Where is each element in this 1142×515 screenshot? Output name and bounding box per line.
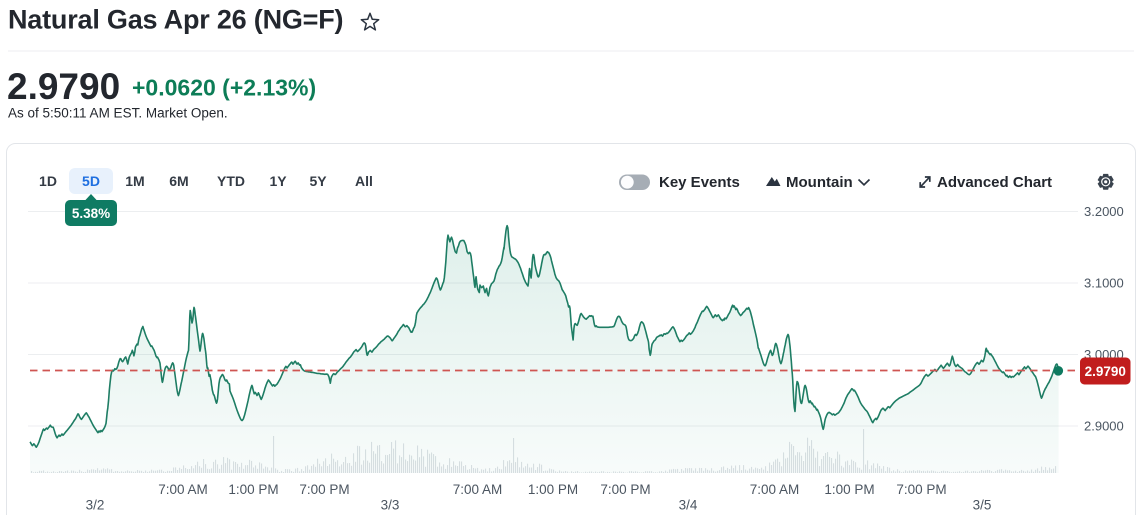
svg-text:As of 5:50:11 AM EST. Market O: As of 5:50:11 AM EST. Market Open. xyxy=(8,106,228,121)
svg-text:7:00 PM: 7:00 PM xyxy=(600,482,650,497)
svg-text:3.1000: 3.1000 xyxy=(1084,276,1124,291)
svg-text:7:00 PM: 7:00 PM xyxy=(299,482,349,497)
svg-text:All: All xyxy=(355,173,373,189)
svg-text:6M: 6M xyxy=(169,173,188,189)
svg-text:Key Events: Key Events xyxy=(659,174,740,191)
svg-text:1:00 PM: 1:00 PM xyxy=(528,482,578,497)
svg-text:YTD: YTD xyxy=(217,173,245,189)
svg-text:1D: 1D xyxy=(39,173,57,189)
svg-text:5Y: 5Y xyxy=(309,173,327,189)
svg-text:7:00 PM: 7:00 PM xyxy=(896,482,946,497)
svg-text:3/3: 3/3 xyxy=(381,498,400,513)
svg-text:2.9790: 2.9790 xyxy=(7,66,120,107)
svg-text:2.9790: 2.9790 xyxy=(1085,364,1126,379)
svg-text:5.38%: 5.38% xyxy=(72,206,110,221)
svg-text:Mountain: Mountain xyxy=(786,174,853,191)
svg-text:1Y: 1Y xyxy=(269,173,287,189)
svg-text:3.2000: 3.2000 xyxy=(1084,204,1124,219)
svg-text:3/4: 3/4 xyxy=(679,498,698,513)
svg-text:1:00 PM: 1:00 PM xyxy=(824,482,874,497)
svg-text:1:00 PM: 1:00 PM xyxy=(228,482,278,497)
svg-text:5D: 5D xyxy=(82,173,100,189)
svg-text:7:00 AM: 7:00 AM xyxy=(158,482,208,497)
svg-text:2.9000: 2.9000 xyxy=(1084,419,1124,434)
svg-text:Advanced Chart: Advanced Chart xyxy=(937,174,1052,191)
svg-text:1M: 1M xyxy=(125,173,144,189)
svg-text:3/5: 3/5 xyxy=(973,498,992,513)
svg-text:+0.0620 (+2.13%): +0.0620 (+2.13%) xyxy=(132,75,316,101)
svg-text:3/2: 3/2 xyxy=(86,498,105,513)
svg-text:7:00 AM: 7:00 AM xyxy=(750,482,800,497)
svg-text:7:00 AM: 7:00 AM xyxy=(453,482,503,497)
svg-text:Natural Gas Apr 26 (NG=F): Natural Gas Apr 26 (NG=F) xyxy=(8,5,343,35)
